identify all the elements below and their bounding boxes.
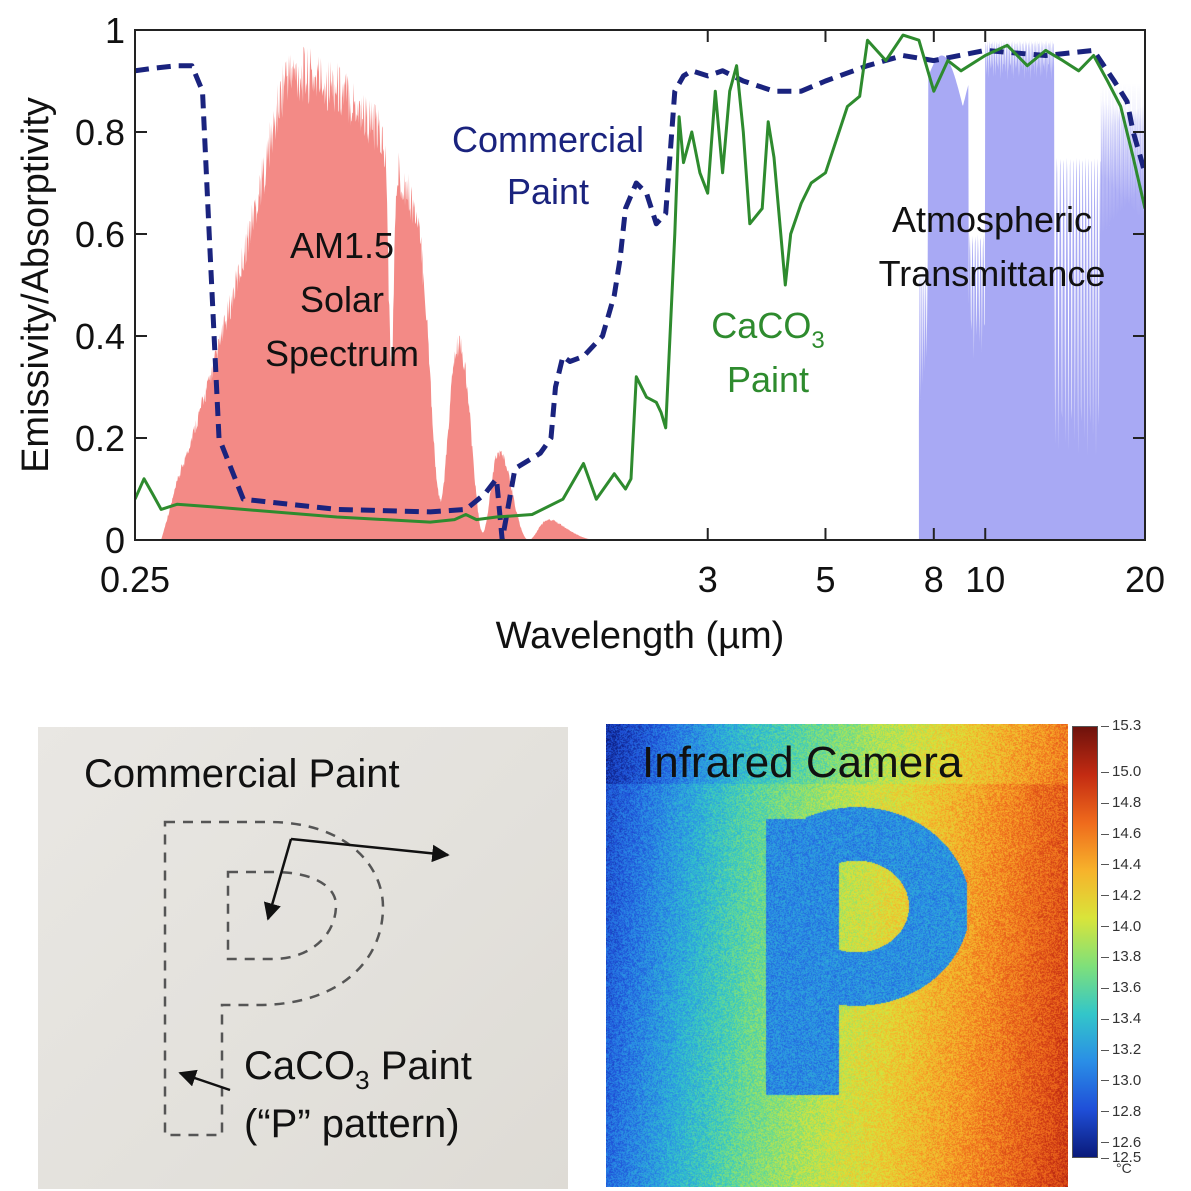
photo-panel: Commercial Paint CaCO3 Paint (“P” patter… [38, 727, 568, 1189]
solar-spectrum-fill [161, 46, 666, 540]
y-tick-label: 0.8 [75, 112, 125, 153]
commercial-paint-label-line2: Paint [507, 171, 589, 212]
colorbar-tick-label: 14.2 [1101, 887, 1141, 904]
solar-label-line2: Solar [300, 279, 384, 320]
colorbar-tick-label: 15.3 [1101, 717, 1141, 734]
infrared-camera-title: Infrared Camera [642, 738, 963, 787]
commercial-paint-label-line1: Commercial [452, 119, 644, 160]
colorbar-tick-label: 13.4 [1101, 1010, 1141, 1027]
solar-spectrum-area [161, 46, 666, 540]
colorbar-unit: °C [1116, 1160, 1132, 1176]
photo-pattern-label: (“P” pattern) [244, 1102, 460, 1146]
atmospheric-transmittance-area [918, 40, 1145, 540]
arrow-to-p [178, 1069, 231, 1092]
arrow-to-background [290, 837, 450, 863]
ticks-layer: 0.25 3 5 8 10 20 0 0.2 0.4 0.6 0.8 1 [75, 10, 1165, 600]
colorbar-tick-label: 12.8 [1101, 1103, 1141, 1120]
colorbar-tick-label: 14.0 [1101, 918, 1141, 935]
colorbar-tick-label: 14.6 [1101, 825, 1141, 842]
x-axis-title: Wavelength (µm) [496, 615, 785, 657]
colorbar-tick-label: 14.8 [1101, 794, 1141, 811]
thermal-image-canvas [606, 724, 1068, 1187]
x-tick-label: 10 [965, 559, 1005, 600]
x-tick-label: 8 [924, 559, 944, 600]
photo-commercial-label: Commercial Paint [84, 752, 400, 796]
y-tick-label: 0.4 [75, 316, 125, 357]
solar-label-line3: Spectrum [265, 333, 419, 374]
atmospheric-transmittance-fill [918, 40, 1145, 540]
colorbar-tick-label: 12.6 [1101, 1134, 1141, 1151]
arrow-to-inner [263, 838, 293, 921]
colorbar-tick-label: 13.0 [1101, 1072, 1141, 1089]
colorbar-tick-label: 12.5 [1101, 1149, 1141, 1166]
y-axis-title: Emissivity/Absorptivity [15, 97, 57, 473]
series-line-commercial-paint [135, 47, 1145, 540]
plot-frame [134, 29, 1146, 541]
colorbar-tick-label: 13.6 [1101, 979, 1141, 996]
colorbar-tick-label: 14.4 [1101, 856, 1141, 873]
caco3-paint-label-line2: Paint [727, 359, 809, 400]
p-inner-outline [226, 870, 338, 961]
atmos-label-line1: Atmospheric [892, 199, 1092, 240]
x-tick-label: 3 [698, 559, 718, 600]
y-tick-label: 0.6 [75, 214, 125, 255]
caco3-paint-label-line1: CaCO3 [711, 305, 824, 354]
x-tick-label: 5 [815, 559, 835, 600]
x-tick-label: 0.25 [100, 559, 170, 600]
y-tick-label: 1 [105, 10, 125, 51]
infrared-image: Infrared Camera [606, 724, 1068, 1187]
y-tick-label: 0 [105, 520, 125, 561]
p-pattern-outline [163, 820, 385, 1137]
series-line-caco3-paint [135, 33, 1145, 524]
y-tick-label: 0.2 [75, 418, 125, 459]
x-tick-label: 20 [1125, 559, 1165, 600]
atmos-label-line2: Transmittance [879, 253, 1106, 294]
photo-caco3-label: CaCO3 Paint [244, 1044, 472, 1095]
colorbar-tick-label: 13.2 [1101, 1041, 1141, 1058]
spectral-chart: 0.25 3 5 8 10 20 0 0.2 0.4 0.6 0.8 1 Wavelength (µm… [15, 10, 1165, 657]
temperature-colorbar [1072, 726, 1098, 1158]
colorbar-tick-label: 13.8 [1101, 948, 1141, 965]
solar-label-line1: AM1.5 [290, 225, 394, 266]
series-layer [135, 33, 1145, 540]
colorbar-tick-label: 15.0 [1101, 763, 1141, 780]
